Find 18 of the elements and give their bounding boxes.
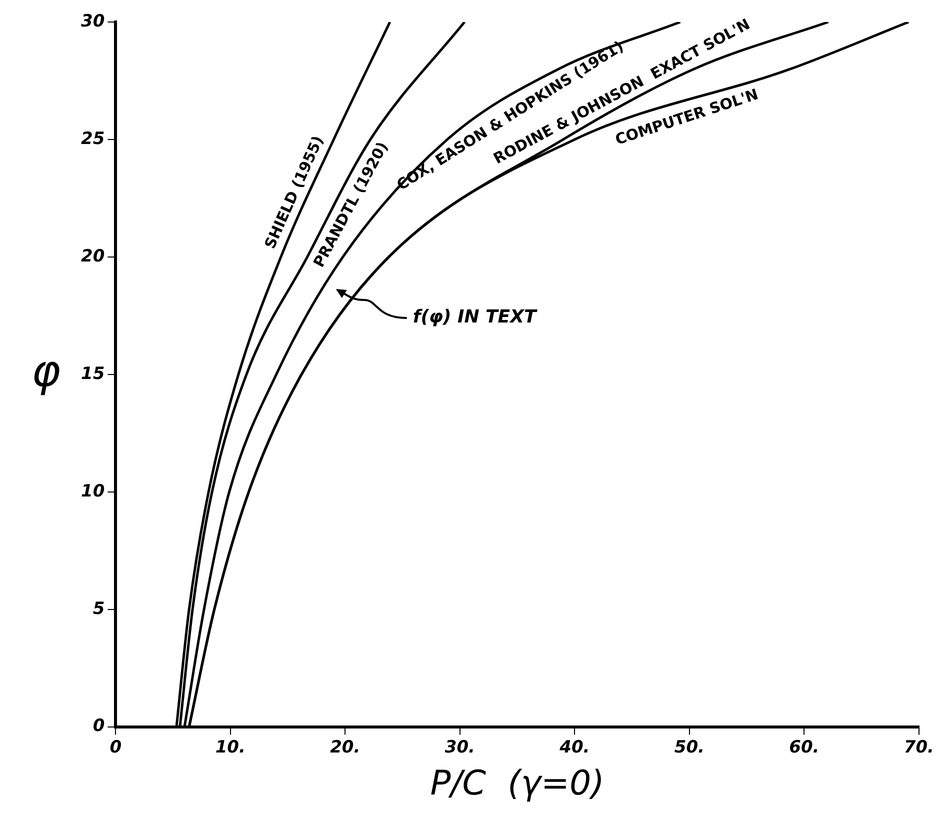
y-axis-title: φ (31, 346, 61, 397)
y-tick-label: 30 (80, 11, 105, 32)
x-tick-label: 30. (444, 737, 475, 758)
x-tick-label: 50. (674, 737, 704, 758)
x-tick-label: 0 (110, 737, 122, 758)
annotation: f(φ) IN TEXT (412, 306, 538, 328)
x-tick-label: 40. (558, 737, 590, 758)
x-tick-label: 60. (789, 737, 820, 758)
y-tick-label: 5 (92, 598, 105, 619)
y-tick-label: 25 (80, 128, 105, 149)
x-axis-title: P/C (γ=0) (430, 763, 604, 804)
x-tick-label: 70. (904, 737, 934, 758)
y-tick-label: 10 (80, 481, 105, 502)
y-tick-label: 0 (92, 716, 105, 736)
y-tick-label: 20 (80, 246, 105, 266)
x-tick-label: 20. (330, 737, 360, 758)
x-tick-label: 10. (215, 737, 246, 758)
y-tick-label: 15 (80, 364, 105, 384)
